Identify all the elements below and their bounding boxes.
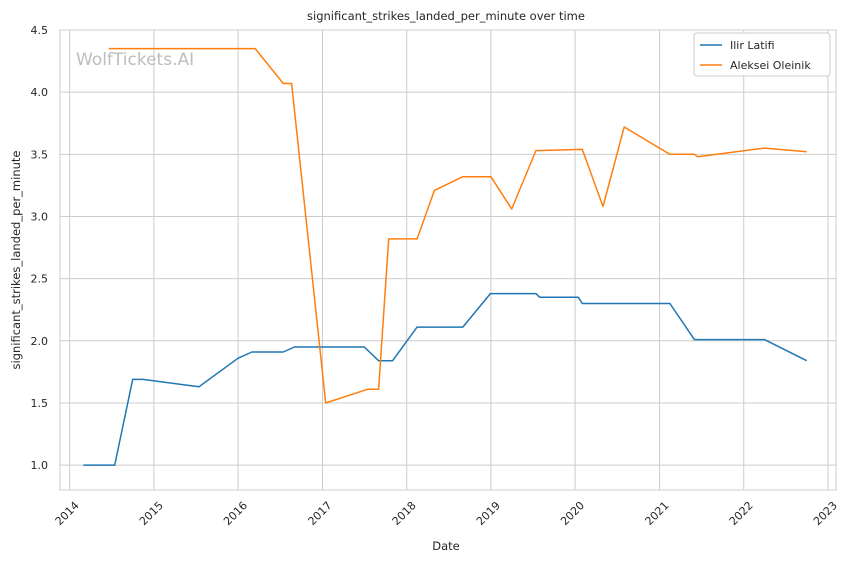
x-tick-label: 2017 — [306, 499, 335, 528]
watermark: WolfTickets.AI — [76, 50, 194, 70]
x-tick-label: 2018 — [390, 499, 419, 528]
x-tick-label: 2016 — [221, 499, 250, 528]
x-tick-label: 2021 — [643, 499, 672, 528]
y-axis-ticks: 1.0 1.5 2.0 2.5 3.0 3.5 4.0 4.5 — [31, 24, 49, 472]
legend-box — [693, 32, 831, 77]
x-axis-ticks: 2014 2015 2016 2017 2018 2019 2020 2021 2022 2023 — [53, 499, 840, 528]
series-line-ilir-latifi — [83, 292, 808, 466]
y-axis-label: significant_strikes_landed_per_minute — [9, 151, 23, 370]
y-tick-label: 4.5 — [31, 24, 49, 37]
plot-frame — [59, 29, 837, 491]
legend: Ilir Latifi Aleksei Oleinik — [693, 32, 831, 77]
y-tick-label: 3.0 — [31, 210, 49, 223]
y-tick-label: 3.5 — [31, 148, 49, 161]
x-tick-label: 2023 — [811, 499, 840, 528]
chart-title: significant_strikes_landed_per_minute ov… — [307, 9, 585, 23]
y-tick-label: 1.0 — [31, 459, 49, 472]
series-layer — [83, 47, 808, 466]
x-tick-label: 2022 — [727, 499, 756, 528]
x-tick-label: 2015 — [137, 499, 166, 528]
y-tick-label: 1.5 — [31, 397, 49, 410]
series-line-aleksei-oleinik — [108, 47, 807, 404]
y-tick-label: 2.0 — [31, 335, 49, 348]
legend-label-aleksei-oleinik: Aleksei Oleinik — [730, 59, 811, 72]
x-tick-label: 2020 — [558, 499, 587, 528]
plot-area — [60, 30, 836, 490]
x-tick-label: 2014 — [53, 499, 82, 528]
legend-label-ilir-latifi: Ilir Latifi — [730, 39, 775, 52]
x-tick-label: 2019 — [474, 499, 503, 528]
y-tick-label: 2.5 — [31, 273, 49, 286]
x-axis-label: Date — [432, 539, 460, 553]
y-tick-label: 4.0 — [31, 86, 49, 99]
